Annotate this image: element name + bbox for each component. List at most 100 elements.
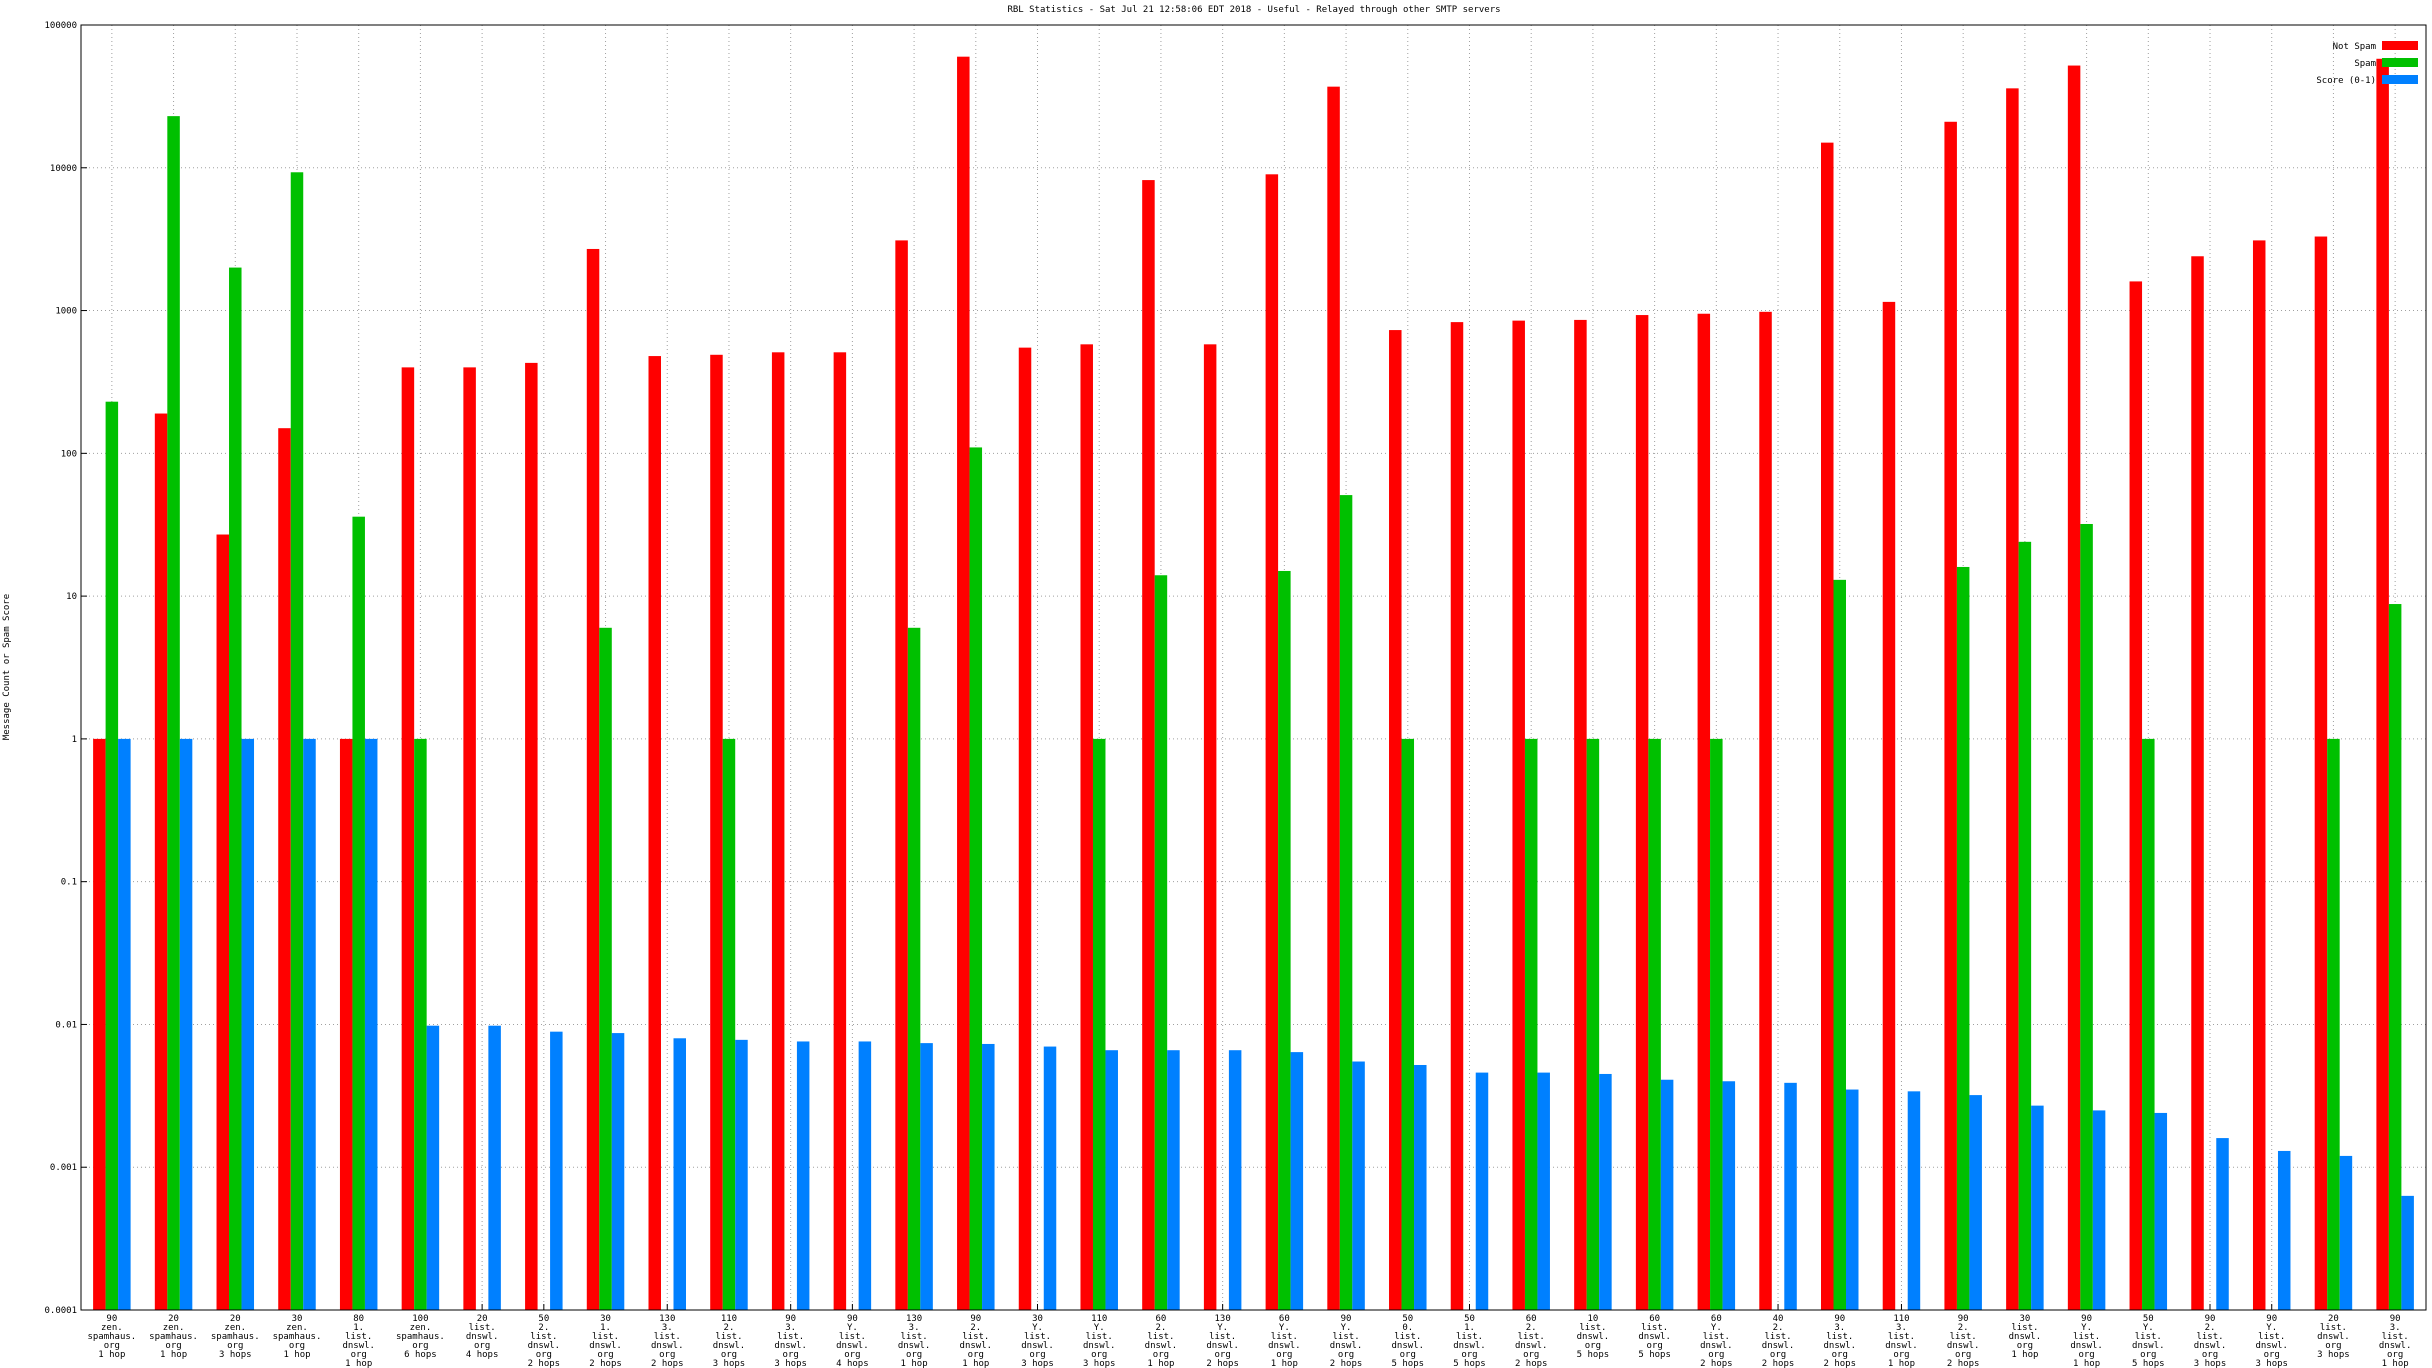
x-tick-label: org xyxy=(906,1350,922,1360)
bar xyxy=(1475,1072,1489,1310)
x-tick-label: org xyxy=(2325,1341,2341,1351)
y-tick-label: 100000 xyxy=(44,21,77,31)
x-tick-label: dnswl. xyxy=(651,1341,684,1351)
bar xyxy=(1278,570,1291,1310)
x-tick-label: dnswl. xyxy=(1577,1332,1610,1342)
bar xyxy=(2080,523,2093,1310)
x-tick-label: 90 xyxy=(847,1314,858,1324)
bar xyxy=(599,627,612,1310)
bar xyxy=(1389,330,1402,1310)
x-tick-label: Y. xyxy=(1279,1323,1290,1333)
bar xyxy=(525,362,538,1310)
x-tick-label: list. xyxy=(2196,1332,2223,1342)
x-tick-label: dnswl. xyxy=(1021,1341,1054,1351)
x-tick-label: Y. xyxy=(2143,1323,2154,1333)
x-tick-label: 60 xyxy=(1156,1314,1167,1324)
bar xyxy=(2191,256,2204,1311)
bar xyxy=(858,1041,872,1310)
x-tick-label: dnswl. xyxy=(774,1341,807,1351)
bar xyxy=(1018,347,1032,1311)
bar xyxy=(1574,319,1587,1310)
bar xyxy=(2092,1110,2106,1310)
x-tick-label: 1 hop xyxy=(1888,1359,1915,1368)
x-tick-label: 110 xyxy=(721,1314,737,1324)
x-tick-label: 4 hops xyxy=(836,1359,869,1368)
x-tick-label: dnswl. xyxy=(1638,1332,1671,1342)
x-tick-label: 90 xyxy=(2205,1314,2216,1324)
bar xyxy=(796,1041,810,1310)
x-tick-label: list. xyxy=(2320,1323,2347,1333)
x-tick-label: list. xyxy=(1086,1332,1113,1342)
x-tick-label: 20 xyxy=(2328,1314,2339,1324)
y-tick-label: 0.0001 xyxy=(44,1306,77,1316)
bar xyxy=(105,401,119,1310)
x-tick-label: dnswl. xyxy=(713,1341,746,1351)
x-tick-label: 2. xyxy=(2205,1323,2216,1333)
x-tick-label: org xyxy=(2140,1350,2156,1360)
x-tick-label: 90 xyxy=(1834,1314,1845,1324)
x-tick-label: org xyxy=(2017,1341,2033,1351)
bar xyxy=(352,516,365,1310)
bar xyxy=(969,447,983,1311)
x-tick-label: 1 hop xyxy=(2382,1359,2409,1368)
bar xyxy=(303,738,316,1310)
x-tick-label: 1 hop xyxy=(345,1359,372,1368)
x-tick-label: 90 xyxy=(970,1314,981,1324)
x-tick-label: dnswl. xyxy=(1453,1341,1486,1351)
x-tick-label: 110 xyxy=(1893,1314,1909,1324)
x-tick-label: 5 hops xyxy=(1577,1350,1610,1360)
x-tick-label: 90 xyxy=(2266,1314,2277,1324)
x-tick-label: dnswl. xyxy=(1392,1341,1425,1351)
x-tick-label: list. xyxy=(1147,1332,1174,1342)
bar xyxy=(982,1043,995,1310)
x-tick-label: dnswl. xyxy=(2070,1341,2103,1351)
x-tick-label: dnswl. xyxy=(1823,1341,1856,1351)
x-tick-label: 90 xyxy=(1958,1314,1969,1324)
legend-swatch xyxy=(2382,75,2418,84)
x-tick-label: org xyxy=(1955,1350,1971,1360)
bar xyxy=(2376,58,2389,1311)
x-tick-label: 90 xyxy=(2081,1314,2092,1324)
x-tick-label: org xyxy=(351,1350,367,1360)
bar xyxy=(401,367,415,1310)
x-tick-label: 2 hops xyxy=(589,1359,622,1368)
bar xyxy=(167,116,180,1310)
bar xyxy=(1290,1052,1304,1310)
y-axis-label: Message Count or Spam Score xyxy=(2,594,12,740)
bar xyxy=(179,738,193,1310)
bar xyxy=(1537,1072,1550,1310)
x-tick-label: dnswl. xyxy=(960,1341,993,1351)
bar xyxy=(118,738,131,1310)
y-tick-label: 1000 xyxy=(55,307,77,317)
bar xyxy=(2018,541,2032,1310)
bar xyxy=(93,738,106,1310)
bar xyxy=(2277,1150,2291,1310)
x-tick-label: list. xyxy=(1579,1323,1606,1333)
bar xyxy=(1648,738,1661,1310)
bar xyxy=(488,1025,501,1310)
x-tick-label: 2 hops xyxy=(1330,1359,1363,1368)
x-tick-label: 5 hops xyxy=(1392,1359,1425,1368)
bar xyxy=(339,738,353,1310)
bar xyxy=(673,1038,686,1310)
x-tick-label: list. xyxy=(2011,1323,2038,1333)
x-tick-label: zen. xyxy=(286,1323,308,1333)
legend-swatch xyxy=(2382,58,2418,67)
x-tick-label: 3 hops xyxy=(1021,1359,1054,1368)
x-tick-label: spamhaus. xyxy=(87,1332,136,1342)
bar xyxy=(414,738,427,1310)
x-tick-label: Y. xyxy=(1711,1323,1722,1333)
legend-label: Score (0-1) xyxy=(2316,76,2376,86)
bar xyxy=(1339,495,1353,1310)
x-tick-label: list. xyxy=(1641,1323,1668,1333)
x-tick-label: list. xyxy=(962,1332,989,1342)
bar xyxy=(735,1039,748,1310)
x-tick-label: org xyxy=(1276,1350,1292,1360)
x-tick-label: org xyxy=(412,1341,428,1351)
x-tick-label: list. xyxy=(1888,1332,1915,1342)
x-tick-label: Y. xyxy=(2266,1323,2277,1333)
x-tick-label: 6 hops xyxy=(404,1350,437,1360)
bar xyxy=(710,354,723,1310)
bar xyxy=(1956,566,1970,1310)
x-tick-label: dnswl. xyxy=(528,1341,561,1351)
